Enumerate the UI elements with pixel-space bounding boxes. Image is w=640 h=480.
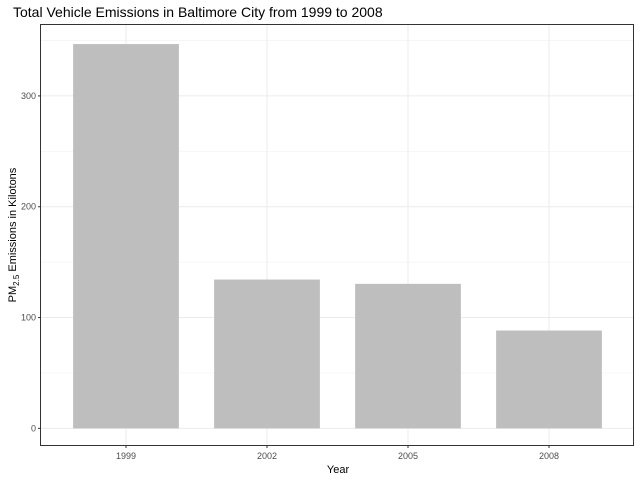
bar-2002 (214, 279, 320, 429)
x-tick-label: 2008 (539, 451, 559, 461)
y-axis-title-suffix: Emissions in Kilotons (7, 167, 19, 274)
y-tick-label: 0 (31, 423, 36, 433)
y-axis-title: PM2.5 Emissions in Kilotons (7, 167, 21, 302)
x-axis-title: Year (327, 464, 350, 476)
y-axis-title-prefix: PM (7, 286, 19, 303)
y-tick-label: 100 (21, 313, 36, 323)
bar-2005 (355, 283, 461, 429)
y-tick-label: 200 (21, 202, 36, 212)
bars (73, 44, 602, 429)
y-axis-title-subscript: 2.5 (12, 274, 21, 286)
x-tick-label: 2002 (257, 451, 277, 461)
bar-1999 (73, 44, 179, 429)
y-tick-label: 300 (21, 91, 36, 101)
x-tick-label: 2005 (398, 451, 418, 461)
x-tick-label: 1999 (116, 451, 136, 461)
axes: 0 100 200 300 1999 2002 2005 2008 (21, 91, 559, 461)
bar-2008 (496, 330, 602, 429)
panel-border (40, 24, 634, 446)
chart-title: Total Vehicle Emissions in Baltimore Cit… (13, 4, 383, 20)
